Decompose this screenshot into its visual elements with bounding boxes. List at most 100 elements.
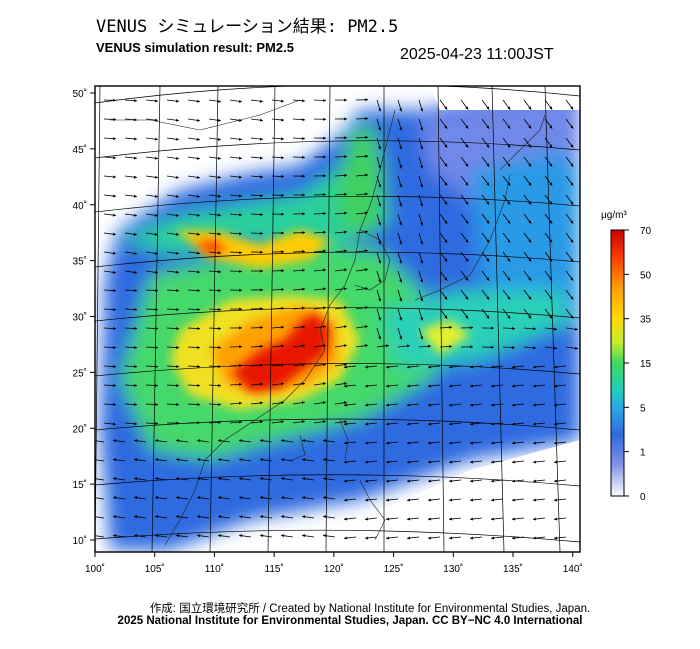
- wind-arrow-head: [301, 306, 305, 310]
- wind-arrow-head: [218, 288, 221, 293]
- wind-arrow-head: [386, 403, 390, 407]
- wind-arrow-head: [533, 422, 537, 426]
- wind-arrow-head: [507, 277, 511, 281]
- wind-arrow-head: [217, 213, 221, 217]
- credit-line: 作成: 国立環境研究所 / Created by National Instit…: [149, 603, 591, 615]
- wind-arrow-head: [378, 127, 382, 131]
- wind-arrow-head: [302, 287, 305, 291]
- wind-arrow-head: [554, 422, 558, 426]
- wind-arrow-head: [343, 230, 347, 234]
- wind-arrow-head: [470, 517, 474, 521]
- wind-arrow-head: [399, 241, 403, 245]
- wind-arrow-head: [420, 184, 424, 188]
- wind-arrow-head: [113, 477, 117, 481]
- wind-arrow-head: [407, 460, 411, 464]
- wind-arrow-head: [470, 403, 474, 407]
- wind-arrow-head: [196, 270, 200, 274]
- colorbar-tick-label: 50: [640, 270, 652, 281]
- wind-arrow-head: [444, 220, 448, 224]
- wind-arrow-head: [323, 534, 327, 538]
- wind-arrow-head: [218, 251, 221, 255]
- wind-arrow-head: [238, 194, 242, 198]
- wind-arrow-head: [281, 458, 285, 462]
- wind-arrow-head: [176, 402, 179, 407]
- wind-arrow-head: [444, 296, 448, 300]
- wind-arrow-head: [197, 383, 200, 388]
- wind-arrow-head: [154, 156, 158, 160]
- wind-arrow-head: [528, 277, 532, 281]
- wind-arrow-head: [491, 479, 495, 483]
- wind-arrow-head: [407, 384, 411, 388]
- wind-arrow-head: [420, 165, 424, 169]
- wind-arrow-head: [176, 534, 180, 538]
- y-tick-label: 15˚: [73, 479, 87, 491]
- wind-arrow-head: [407, 498, 411, 502]
- wind-arrow-head: [281, 156, 284, 160]
- wind-arrow-head: [302, 118, 305, 122]
- wind-arrow-head: [554, 384, 558, 388]
- wind-arrow-head: [507, 220, 511, 224]
- wind-arrow-head: [281, 231, 284, 235]
- wind-arrow-head: [155, 421, 158, 425]
- wind-arrow-head: [365, 98, 368, 102]
- wind-arrow-head: [365, 135, 368, 139]
- wind-arrow-head: [260, 344, 263, 348]
- wind-arrow-head: [554, 498, 558, 502]
- wind-arrow-head: [533, 517, 537, 521]
- wind-arrow-head: [322, 268, 326, 272]
- wind-arrow-head: [549, 239, 553, 243]
- wind-arrow-head: [470, 422, 474, 426]
- wind-arrow-head: [154, 213, 158, 217]
- wind-arrow-head: [238, 175, 242, 179]
- x-tick-label: 140˚: [563, 563, 583, 575]
- wind-arrow-head: [197, 496, 201, 500]
- wind-arrow-head: [176, 477, 180, 481]
- wind-arrow-head: [239, 251, 242, 255]
- y-tick-label: 30˚: [73, 312, 87, 324]
- wind-arrow-head: [365, 479, 369, 483]
- wind-arrow-head: [533, 403, 537, 407]
- wind-arrow-head: [155, 402, 158, 407]
- wind-arrow-head: [175, 194, 179, 198]
- wind-arrow-head: [239, 496, 243, 500]
- wind-arrow-head: [444, 163, 448, 167]
- wind-arrow-head: [486, 220, 490, 224]
- wind-arrow-head: [399, 298, 403, 302]
- wind-arrow-head: [155, 515, 159, 519]
- wind-arrow-head: [486, 125, 490, 129]
- y-tick-label: 40˚: [73, 200, 87, 212]
- wind-arrow-head: [343, 382, 347, 386]
- colorbar-tick-label: 5: [640, 403, 646, 414]
- wind-arrow-head: [507, 239, 511, 243]
- wind-arrow-head: [528, 106, 532, 110]
- wind-arrow-head: [533, 327, 536, 331]
- wind-arrow-head: [344, 117, 347, 121]
- wind-arrow-head: [175, 99, 179, 103]
- x-tick-label: 110˚: [205, 563, 224, 575]
- wind-arrow-head: [301, 401, 305, 405]
- wind-arrow-head: [549, 277, 553, 281]
- wind-arrow-head: [507, 106, 511, 110]
- wind-arrow-head: [239, 364, 242, 368]
- wind-arrow-head: [444, 239, 448, 243]
- wind-arrow-head: [176, 364, 179, 369]
- wind-arrow-head: [465, 125, 469, 129]
- wind-arrow-head: [280, 118, 284, 122]
- wind-arrow-head: [196, 137, 200, 141]
- wind-arrow-head: [301, 382, 305, 386]
- wind-arrow-head: [344, 155, 347, 159]
- wind-arrow-head: [507, 125, 511, 129]
- wind-arrow-head: [301, 325, 305, 329]
- wind-arrow-head: [407, 365, 411, 369]
- wind-arrow-head: [239, 439, 243, 443]
- wind-arrow-head: [322, 420, 326, 424]
- wind-arrow-head: [378, 260, 382, 264]
- wind-arrow-head: [197, 458, 201, 462]
- wind-arrow-head: [364, 268, 368, 272]
- wind-arrow-head: [239, 326, 242, 330]
- wind-arrow-head: [449, 365, 453, 369]
- wind-arrow-head: [386, 365, 390, 369]
- wind-arrow-head: [175, 270, 179, 274]
- wind-arrow-head: [407, 441, 411, 445]
- wind-arrow-head: [528, 296, 532, 300]
